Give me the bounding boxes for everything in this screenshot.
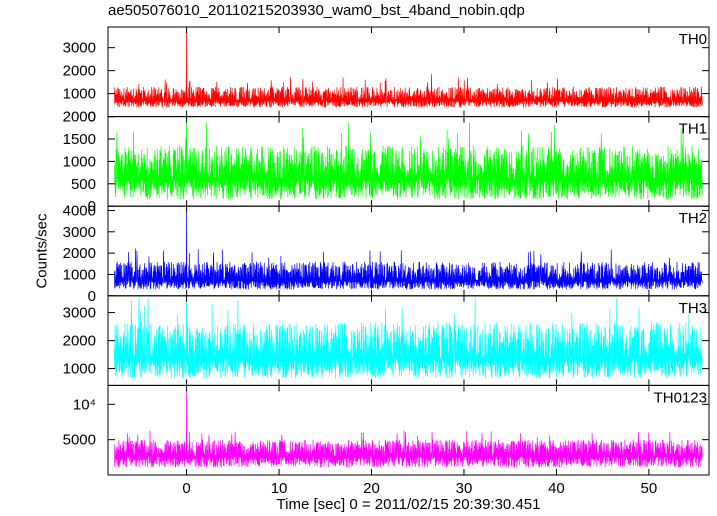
x-tick-label: 0: [182, 480, 190, 497]
panel-label-TH0: TH0: [679, 31, 707, 48]
y-tick-label-TH2: 2000: [63, 245, 96, 262]
x-tick-label: 20: [363, 480, 380, 497]
y-tick-label-TH0: 3000: [63, 40, 96, 57]
y-tick-label-TH1: 1500: [63, 131, 96, 148]
y-tick-label-TH0123: 10⁴: [73, 396, 96, 413]
x-tick-label: 10: [271, 480, 288, 497]
y-tick-label-TH1: 2000: [63, 109, 96, 126]
y-tick-label-TH2: 3000: [63, 224, 96, 241]
y-tick-label-TH3: 2000: [63, 333, 96, 350]
y-tick-label-TH1: 1000: [63, 153, 96, 170]
y-tick-label-TH2: 1000: [63, 266, 96, 283]
y-tick-label-TH0: 2000: [63, 63, 96, 80]
y-tick-label-TH3: 3000: [63, 305, 96, 322]
y-tick-label-TH1: 0: [88, 198, 96, 215]
x-tick-label: 40: [548, 480, 565, 497]
panel-label-TH1: TH1: [679, 121, 707, 138]
series-TH1: [114, 116, 703, 200]
y-tick-label-TH0: 0: [88, 109, 96, 126]
series-TH3: [114, 295, 703, 379]
series-TH2: [114, 206, 703, 290]
panel-label-TH2: TH2: [679, 210, 707, 227]
x-tick-label: 50: [641, 480, 658, 497]
x-axis-label: Time [sec] 0 = 2011/02/15 20:39:30.451: [276, 496, 541, 513]
y-tick-label-TH3: 1000: [63, 361, 96, 378]
panel-label-TH3: TH3: [679, 300, 707, 317]
y-tick-label-TH1: 500: [71, 176, 96, 193]
series-TH0: [114, 26, 703, 108]
panel-label-TH0123: TH0123: [654, 389, 707, 406]
panel-frame-TH0123: [107, 384, 710, 476]
y-tick-label-TH2: 4000: [63, 202, 96, 219]
series-TH0123: [114, 385, 703, 468]
chart-title: ae505076010_20110215203930_wam0_bst_4ban…: [108, 2, 525, 19]
y-tick-label-TH2: 0: [88, 288, 96, 305]
y-tick-label-TH0123: 5000: [63, 432, 96, 449]
y-tick-label-TH0: 1000: [63, 86, 96, 103]
x-tick-label: 30: [456, 480, 473, 497]
